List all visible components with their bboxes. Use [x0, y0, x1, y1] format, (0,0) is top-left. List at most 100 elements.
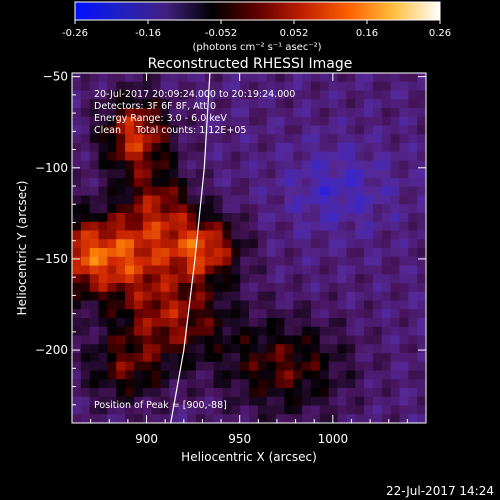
heatmap-cell [187, 195, 197, 205]
heatmap-cell [293, 116, 303, 127]
heatmap-cell [240, 186, 250, 197]
heatmap-cell [249, 230, 259, 240]
heatmap-cell [178, 204, 188, 214]
heatmap-cell [319, 116, 330, 127]
heatmap-cell [187, 256, 197, 267]
heatmap-cell [417, 99, 426, 109]
heatmap-cell [142, 361, 153, 372]
heatmap-cell [240, 230, 250, 240]
heatmap-cell [275, 143, 285, 153]
heatmap-cell [293, 73, 303, 83]
heatmap-cell [240, 361, 250, 372]
heatmap-cell [302, 396, 312, 407]
heatmap-cell [213, 134, 224, 144]
heatmap-cell [178, 143, 188, 153]
heatmap-cell [80, 405, 91, 415]
heatmap-cell [284, 388, 294, 398]
heatmap-cell [116, 414, 126, 423]
heatmap-cell [240, 160, 250, 170]
heatmap-cell [310, 335, 321, 345]
heatmap-cell [346, 300, 356, 310]
heatmap-cell [249, 204, 259, 214]
heatmap-cell [133, 160, 144, 170]
heatmap-cell [160, 300, 170, 310]
y-tick-label: −50 [43, 70, 68, 84]
heatmap-cell [408, 396, 418, 407]
heatmap-cell [222, 134, 232, 144]
heatmap-cell [399, 195, 409, 205]
heatmap-cell [275, 169, 285, 179]
heatmap-cell [355, 125, 365, 135]
heatmap-cell [107, 221, 117, 232]
heatmap-cell [187, 326, 197, 337]
heatmap-cell [249, 300, 259, 310]
heatmap-cell [310, 283, 321, 293]
heatmap-cell [275, 274, 285, 284]
heatmap-cell [399, 361, 409, 372]
heatmap-cell [346, 396, 356, 407]
colorbar-tick-label: 0.16 [356, 28, 378, 39]
heatmap-cell [151, 195, 162, 205]
heatmap-cell [284, 283, 294, 293]
heatmap-cell [125, 283, 135, 293]
heatmap-cell [284, 361, 294, 372]
heatmap-cell [381, 335, 392, 345]
heatmap-cell [133, 248, 144, 258]
heatmap-cell [355, 239, 365, 249]
heatmap-cell [266, 396, 277, 407]
heatmap-cell [364, 414, 374, 423]
heatmap-cell [249, 239, 259, 249]
heatmap-cell [319, 248, 330, 258]
heatmap-cell [266, 213, 277, 223]
heatmap-cell [160, 169, 170, 179]
heatmap-cell [213, 326, 224, 337]
heatmap-cell [275, 204, 285, 214]
heatmap-cell [346, 388, 356, 398]
heatmap-cell [355, 169, 365, 179]
heatmap-cell [213, 151, 224, 162]
heatmap-cell [142, 344, 153, 354]
heatmap-cell [160, 116, 170, 127]
heatmap-cell [195, 230, 206, 240]
heatmap-cell [408, 116, 418, 127]
heatmap-cell [98, 300, 108, 310]
heatmap-cell [337, 239, 347, 249]
heatmap-cell [364, 396, 374, 407]
heatmap-cell [151, 379, 162, 389]
heatmap-cell [142, 99, 153, 109]
heatmap-cell [390, 344, 401, 354]
heatmap-cell [417, 239, 426, 249]
heatmap-cell [89, 405, 100, 415]
heatmap-cell [302, 99, 312, 109]
heatmap-cell [231, 379, 241, 389]
heatmap-cell [328, 143, 339, 153]
heatmap-cell [372, 195, 383, 205]
heatmap-cell [337, 265, 347, 275]
heatmap-cell [310, 108, 321, 118]
heatmap-cell [204, 99, 215, 109]
heatmap-cell [213, 396, 224, 407]
heatmap-cell [169, 300, 179, 310]
heatmap-cell [284, 379, 294, 389]
heatmap-cell [328, 125, 339, 135]
heatmap-cell [390, 353, 401, 363]
heatmap-cell [160, 370, 170, 380]
heatmap-cell [337, 151, 347, 162]
y-tick-label: −100 [35, 161, 68, 175]
heatmap-cell [249, 291, 259, 302]
heatmap-cell [178, 169, 188, 179]
heatmap-cell [178, 405, 188, 415]
heatmap-cell [89, 178, 100, 188]
heatmap-cell [257, 283, 268, 293]
heatmap-cell [293, 230, 303, 240]
heatmap-cell [399, 318, 409, 328]
heatmap-cell [381, 186, 392, 197]
heatmap-cell [178, 151, 188, 162]
heatmap-cell [310, 204, 321, 214]
heatmap-cell [89, 169, 100, 179]
heatmap-cell [337, 353, 347, 363]
heatmap-cell [125, 108, 135, 118]
heatmap-cell [257, 160, 268, 170]
heatmap-cell [399, 73, 409, 83]
heatmap-cell [89, 326, 100, 337]
